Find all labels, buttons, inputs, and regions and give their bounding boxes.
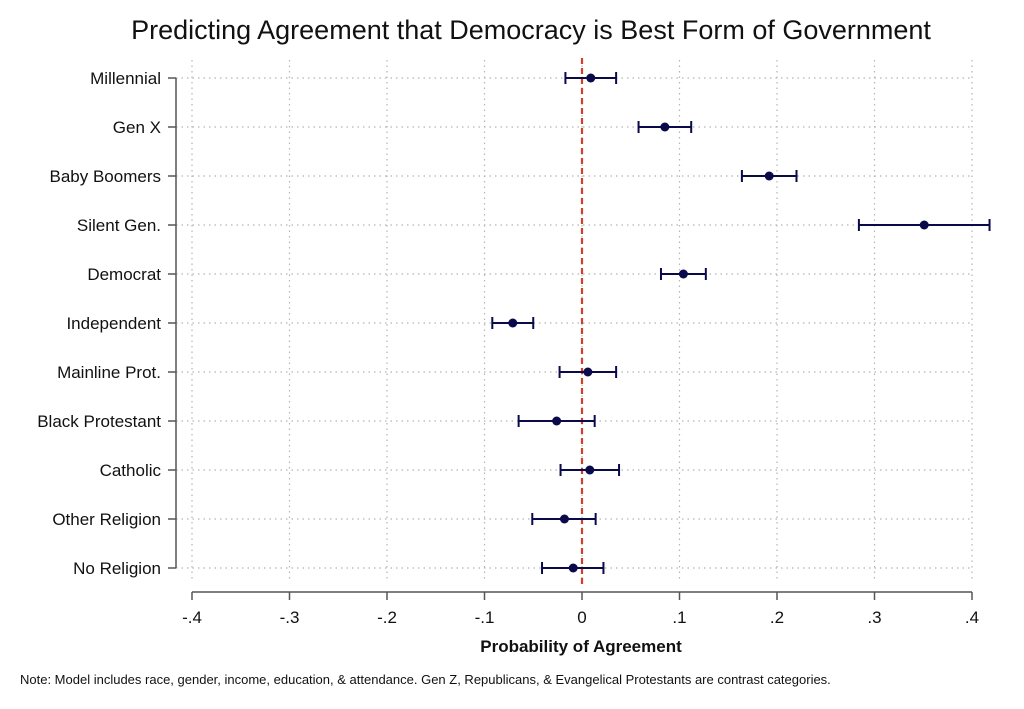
x-tick-label: -.3 (280, 608, 300, 627)
category-label: Black Protestant (37, 412, 161, 431)
point-estimate (660, 122, 670, 132)
x-tick-label: -.1 (475, 608, 495, 627)
category-label: Mainline Prot. (57, 363, 161, 382)
category-label: Catholic (100, 461, 162, 480)
category-label: Silent Gen. (77, 216, 161, 235)
x-tick-label: .4 (965, 608, 979, 627)
point-estimate (552, 416, 562, 426)
x-axis: -.4 -.3 -.2 -.1 0 .1 .2 .3 .4 (182, 591, 979, 627)
point-estimate (568, 563, 578, 573)
category-label: Democrat (87, 265, 161, 284)
category-label: Gen X (113, 118, 161, 137)
x-tick-label: .1 (672, 608, 686, 627)
category-label: Millennial (90, 69, 161, 88)
chart-title: Predicting Agreement that Democracy is B… (131, 15, 931, 45)
point-estimate (586, 73, 596, 83)
point-estimate (583, 367, 593, 377)
category-label: No Religion (73, 559, 161, 578)
footnote: Note: Model includes race, gender, incom… (20, 672, 831, 687)
x-tick-label: 0 (577, 608, 586, 627)
x-tick-label: -.2 (377, 608, 397, 627)
point-estimate (559, 514, 569, 524)
category-label: Baby Boomers (50, 167, 162, 186)
x-tick-label: .3 (867, 608, 881, 627)
point-estimate (919, 220, 929, 230)
x-tick-label: -.4 (182, 608, 202, 627)
point-estimate (764, 171, 774, 181)
x-tick-label: .2 (770, 608, 784, 627)
category-label: Independent (66, 314, 161, 333)
coefficient-chart: Predicting Agreement that Democracy is B… (37, 15, 991, 656)
point-estimate (678, 269, 688, 279)
point-estimate (585, 465, 595, 475)
gridlines (176, 60, 973, 582)
x-axis-label: Probability of Agreement (480, 637, 682, 656)
estimate-marks (491, 72, 991, 574)
point-estimate (508, 318, 518, 328)
y-axis: Millennial Gen X Baby Boomers Silent Gen. De… (37, 69, 177, 578)
category-label: Other Religion (52, 510, 161, 529)
